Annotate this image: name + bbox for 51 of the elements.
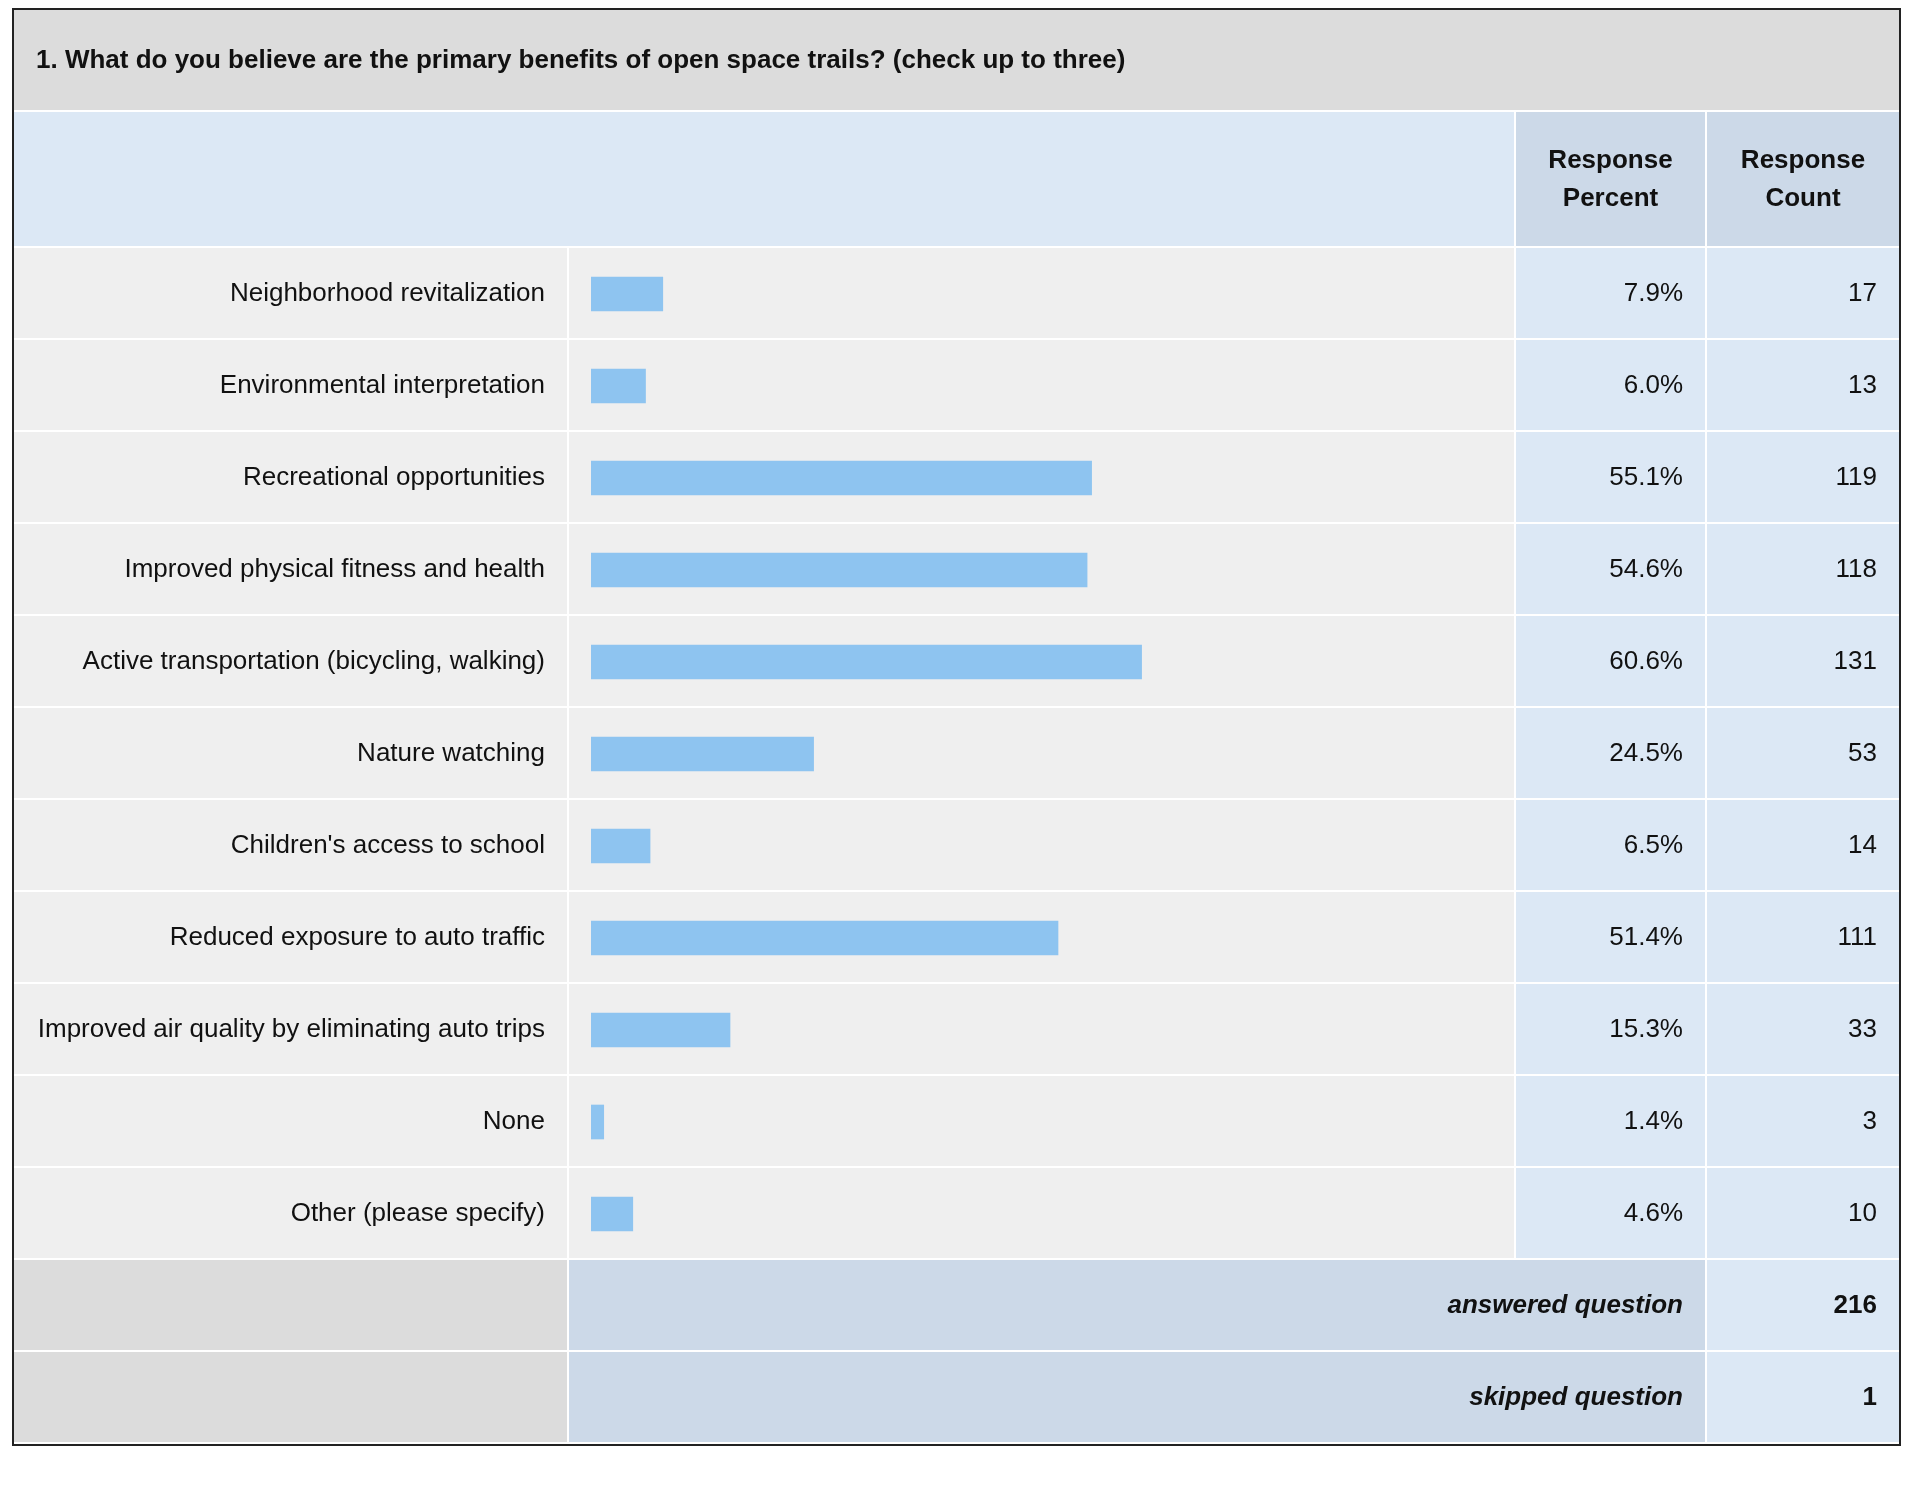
y-tick-label: Other (please specify) [290, 1196, 545, 1230]
bar [591, 1196, 634, 1232]
bar [591, 552, 1088, 588]
table-cell: 51.4% [1516, 892, 1705, 982]
bar [591, 460, 1092, 496]
table-cell: 6.0% [1516, 340, 1705, 430]
bar [591, 276, 664, 312]
y-tick-label: Environmental interpretation [219, 368, 545, 402]
chart-title: 1. What do you believe are the primary benefits of open space trails? (check up to three) [36, 43, 1126, 77]
y-tick-label: Neighborhood revitalization [229, 276, 545, 310]
y-tick-label: Nature watching [357, 736, 545, 770]
text: 1 [1862, 1380, 1877, 1414]
bar [591, 920, 1059, 956]
text: Response Count [1739, 143, 1867, 214]
table-cell: 54.6% [1516, 524, 1705, 614]
table-cell: 3 [1707, 1076, 1899, 1166]
bar [591, 1012, 731, 1048]
table-cell: 53 [1707, 708, 1899, 798]
table-cell: 111 [1707, 892, 1899, 982]
text: skipped question [1469, 1381, 1683, 1412]
bar [591, 1104, 605, 1140]
table-cell: 118 [1707, 524, 1899, 614]
text: answered question [1447, 1289, 1683, 1320]
table-cell: 15.3% [1516, 984, 1705, 1074]
y-tick-label: Recreational opportunities [242, 460, 545, 494]
bar [591, 736, 814, 772]
table-cell: 24.5% [1516, 708, 1705, 798]
y-tick-label: Active transportation (bicycling, walking) [82, 644, 545, 678]
y-tick-label: Children's access to school [230, 828, 545, 862]
table-cell: 60.6% [1516, 616, 1705, 706]
y-tick-label: Reduced exposure to auto traffic [169, 920, 545, 954]
table-cell: 55.1% [1516, 432, 1705, 522]
bar [591, 368, 646, 404]
table-cell: 17 [1707, 248, 1899, 338]
table-cell: 33 [1707, 984, 1899, 1074]
table-cell: 14 [1707, 800, 1899, 890]
y-tick-label: Improved air quality by eliminating auto trips [37, 1012, 545, 1046]
table-cell: 7.9% [1516, 248, 1705, 338]
text: Response Percent [1547, 143, 1674, 214]
table-cell: 10 [1707, 1168, 1899, 1258]
y-tick-label: Improved physical fitness and health [124, 552, 545, 586]
text: 216 [1833, 1288, 1877, 1322]
table-cell: 6.5% [1516, 800, 1705, 890]
table-cell: 1.4% [1516, 1076, 1705, 1166]
table-cell: 4.6% [1516, 1168, 1705, 1258]
bar [591, 644, 1142, 680]
table-cell: 119 [1707, 432, 1899, 522]
y-tick-label: None [482, 1104, 545, 1138]
bar [591, 828, 651, 864]
table-cell: 131 [1707, 616, 1899, 706]
table-cell: 13 [1707, 340, 1899, 430]
